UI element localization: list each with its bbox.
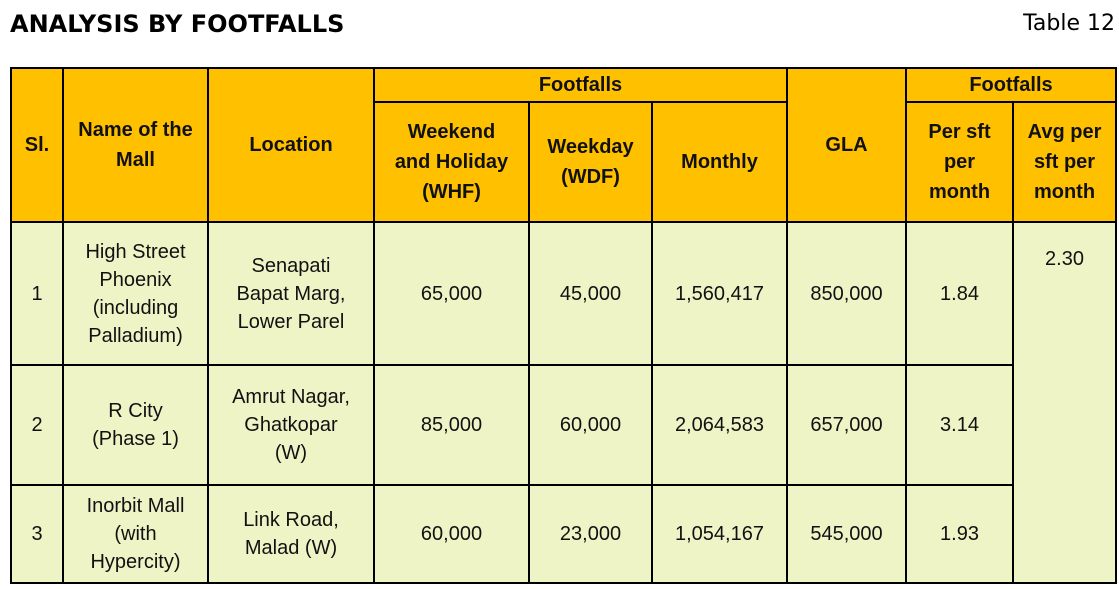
table-cell: 23,000 xyxy=(528,484,653,584)
cell-line: Weekend xyxy=(407,121,496,143)
cell-line: Senapati xyxy=(251,254,331,277)
header-cell: Sl. xyxy=(10,67,64,223)
cell-line: Malad (W) xyxy=(244,537,338,559)
cell-line: 60,000 xyxy=(559,414,622,436)
cell-line: Amrut Nagar, xyxy=(232,386,350,408)
cell-line: sft per xyxy=(1033,151,1096,173)
cell-line: Link Road, xyxy=(243,509,339,531)
table-cell: R City (Phase 1) xyxy=(62,364,209,486)
cell-line: month xyxy=(1033,181,1096,203)
cell-line: 1,054,167 xyxy=(675,523,764,545)
cell-line: Name of the xyxy=(78,119,193,141)
table-cell: 850,000 xyxy=(786,221,907,366)
table-cell: 1,560,417 xyxy=(651,221,788,366)
cell-line: Per sft xyxy=(928,121,991,143)
table-cell: 1 xyxy=(10,221,64,366)
table-cell: Amrut Nagar, Ghatkopar (W) xyxy=(207,364,375,486)
title: ANALYSIS BY FOOTFALLS xyxy=(10,10,345,38)
cell-line: 2 xyxy=(31,414,43,436)
header-cell: Location xyxy=(207,67,375,223)
table-cell: 3 xyxy=(10,484,64,584)
cell-line: 85,000 xyxy=(420,414,483,436)
cell-line: High Street xyxy=(85,240,186,263)
table-cell: 1.93 xyxy=(905,484,1014,584)
table-cell: High Street Phoenix (including Palladium) xyxy=(62,221,209,366)
cell-line: 3.14 xyxy=(940,414,979,436)
cell-line: Avg per xyxy=(1027,121,1102,143)
table-cell: 2 xyxy=(10,364,64,486)
table-number: Table 12 xyxy=(1023,11,1115,36)
cell-line: Weekday xyxy=(547,136,634,158)
cell-line: 1 xyxy=(31,282,43,305)
cell-line: 1,560,417 xyxy=(675,282,764,305)
cell-line: Inorbit Mall xyxy=(86,495,185,517)
header-cell: Weekend and Holiday (WHF) xyxy=(373,101,530,223)
cell-line: Palladium) xyxy=(88,324,183,347)
table-cell: Link Road, Malad (W) xyxy=(207,484,375,584)
header-cell: Weekday (WDF) xyxy=(528,101,653,223)
cell-line: 1.84 xyxy=(940,282,979,305)
table-cell: Senapati Bapat Marg, Lower Parel xyxy=(207,221,375,366)
cell-line: Location xyxy=(249,134,333,156)
cell-line: (WDF) xyxy=(561,166,620,188)
table-cell: 545,000 xyxy=(786,484,907,584)
table-cell: 657,000 xyxy=(786,364,907,486)
cell-line: Monthly xyxy=(681,151,758,173)
table-cell: 65,000 xyxy=(373,221,530,366)
cell-line: 545,000 xyxy=(810,523,883,545)
group-header: Footfalls xyxy=(373,67,788,103)
cell-line: 23,000 xyxy=(559,523,622,545)
table-cell: 60,000 xyxy=(528,364,653,486)
cell-line: Lower Parel xyxy=(237,310,345,333)
cell-line: Phoenix xyxy=(99,268,172,291)
table-row: 3 Inorbit Mall (with Hypercity) Link Road, Ma… xyxy=(10,484,1116,584)
cell-line: 850,000 xyxy=(810,282,883,305)
table-cell: 1,054,167 xyxy=(651,484,788,584)
table-cell: 2,064,583 xyxy=(651,364,788,486)
cell-line: 45,000 xyxy=(559,282,622,305)
cell-line: (Phase 1) xyxy=(92,428,179,450)
cell-line: 1.93 xyxy=(940,523,979,545)
cell-line: Mall xyxy=(116,149,155,171)
cell-line: 2,064,583 xyxy=(675,414,764,436)
table-row: 2 R City (Phase 1) Amrut Nagar, Ghatkopar (W)… xyxy=(10,364,1116,486)
table-body: 1 High Street Phoenix (including Palladium) S… xyxy=(10,221,1117,584)
group-header: Footfalls xyxy=(905,67,1117,103)
cell-line: GLA xyxy=(825,134,868,156)
avg-cell: 2.30 xyxy=(1012,221,1117,584)
header-cell: Name of the Mall xyxy=(62,67,209,223)
header-cell: Per sft per month xyxy=(905,101,1014,223)
cell-line: (W) xyxy=(274,442,308,464)
cell-line: (WHF) xyxy=(422,181,481,203)
cell-line: 3 xyxy=(31,523,43,545)
cell-line: Ghatkopar xyxy=(244,414,338,436)
cell-line: 65,000 xyxy=(420,282,483,305)
table-row: 1 High Street Phoenix (including Palladium) S… xyxy=(10,221,1117,584)
header-cell: Avg per sft per month xyxy=(1012,101,1117,223)
cell-line: Hypercity) xyxy=(90,551,181,573)
footfall-table: Sl. Name of the Mall Location Footfalls G… xyxy=(10,67,1117,584)
cell-line: (including xyxy=(92,296,179,319)
cell-line: R City xyxy=(108,400,163,422)
header-cell: Monthly xyxy=(651,101,788,223)
cell-line: month xyxy=(928,181,991,203)
table-cell: 3.14 xyxy=(905,364,1014,486)
cell-line: Sl. xyxy=(24,134,50,156)
cell-line: 657,000 xyxy=(810,414,883,436)
cell-line: 60,000 xyxy=(420,523,483,545)
table-cell: 60,000 xyxy=(373,484,530,584)
table-cell: 45,000 xyxy=(528,221,653,366)
table-cell: Inorbit Mall (with Hypercity) xyxy=(62,484,209,584)
table-cell: 1.84 xyxy=(905,221,1014,366)
cell-line: (with xyxy=(114,523,157,545)
cell-line: and Holiday xyxy=(394,151,509,173)
cell-line: Bapat Marg, xyxy=(236,282,346,305)
table-cell: 85,000 xyxy=(373,364,530,486)
cell-line: per xyxy=(943,151,976,173)
header-cell: GLA xyxy=(786,67,907,223)
